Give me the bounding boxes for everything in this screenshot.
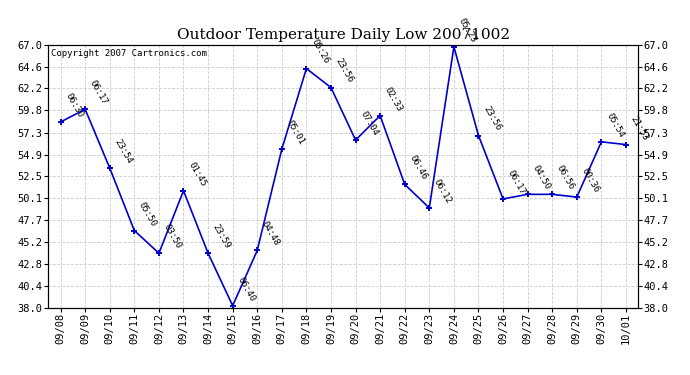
- Text: 06:17: 06:17: [506, 168, 527, 196]
- Text: 07:04: 07:04: [358, 110, 380, 137]
- Title: Outdoor Temperature Daily Low 20071002: Outdoor Temperature Daily Low 20071002: [177, 28, 510, 42]
- Text: 01:45: 01:45: [186, 160, 208, 188]
- Text: 23:59: 23:59: [211, 223, 232, 251]
- Text: 03:50: 03:50: [161, 223, 183, 251]
- Text: 04:48: 04:48: [260, 220, 282, 248]
- Text: 02:33: 02:33: [383, 85, 404, 113]
- Text: 05:01: 05:01: [284, 118, 306, 146]
- Text: 23:56: 23:56: [334, 57, 355, 85]
- Text: 23:54: 23:54: [112, 138, 134, 165]
- Text: 23:56: 23:56: [481, 105, 502, 133]
- Text: 04:50: 04:50: [531, 164, 551, 192]
- Text: 05:23: 05:23: [457, 16, 478, 44]
- Text: 06:17: 06:17: [88, 79, 109, 106]
- Text: 21:53: 21:53: [629, 114, 650, 142]
- Text: 05:50: 05:50: [137, 200, 158, 228]
- Text: 00:36: 00:36: [580, 166, 601, 194]
- Text: 06:46: 06:46: [408, 154, 428, 182]
- Text: 06:12: 06:12: [432, 177, 453, 205]
- Text: 06:30: 06:30: [63, 92, 85, 119]
- Text: 05:54: 05:54: [604, 111, 625, 139]
- Text: 06:40: 06:40: [235, 275, 257, 303]
- Text: Copyright 2007 Cartronics.com: Copyright 2007 Cartronics.com: [51, 49, 207, 58]
- Text: 05:26: 05:26: [309, 38, 331, 66]
- Text: 06:56: 06:56: [555, 164, 576, 192]
